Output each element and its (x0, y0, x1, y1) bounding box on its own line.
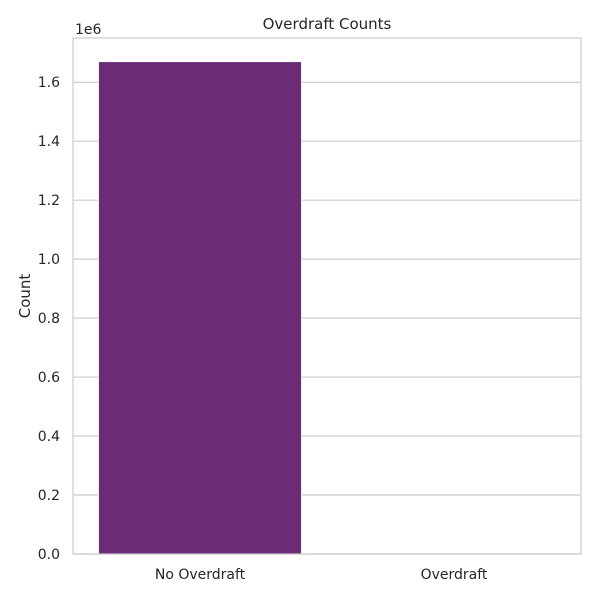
y-tick-label: 0.4 (38, 429, 60, 445)
y-axis-label: Count (16, 274, 34, 319)
y-tick-label: 0.2 (38, 488, 60, 504)
y-axis-offset-label: 1e6 (75, 22, 102, 38)
y-tick-label: 0.0 (38, 547, 60, 563)
bars (97, 61, 303, 555)
bar-no-overdraft (97, 61, 303, 555)
y-tick-label: 1.2 (38, 193, 60, 209)
y-tick-label: 0.6 (38, 370, 60, 386)
y-tick-labels: 0.0 0.2 0.4 0.6 0.8 1.0 1.2 1.4 1.6 (38, 75, 60, 563)
y-tick-label: 1.6 (38, 75, 60, 91)
y-tick-label: 1.4 (38, 134, 60, 150)
x-tick-label: Overdraft (421, 567, 488, 583)
plot-frame (72, 37, 582, 555)
x-tick-label: No Overdraft (155, 567, 246, 583)
y-tick-label: 1.0 (38, 252, 60, 268)
y-tick-label: 0.8 (38, 311, 60, 327)
x-tick-labels: No Overdraft Overdraft (155, 567, 488, 583)
chart-title: Overdraft Counts (263, 15, 392, 33)
